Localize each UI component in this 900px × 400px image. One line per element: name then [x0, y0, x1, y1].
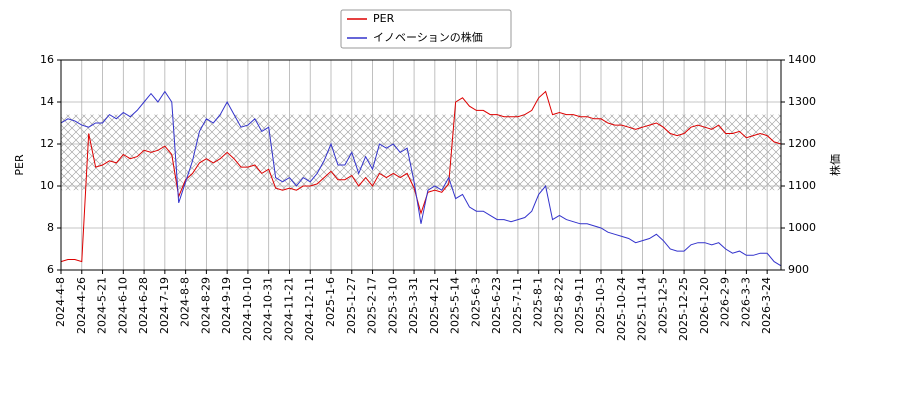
y2-tick-label: 1400	[788, 53, 816, 66]
x-tick-label: 2025-7-11	[511, 277, 524, 334]
x-tick-label: 2025-3-31	[407, 277, 420, 334]
x-tick-label: 2025-5-14	[449, 277, 462, 334]
x-tick-label: 2025-4-21	[428, 277, 441, 334]
plot-frame	[60, 59, 782, 271]
x-tick-label: 2025-2-17	[366, 277, 379, 334]
x-tick-label: 2024-5-21	[96, 277, 109, 334]
y-tick-label: 14	[40, 95, 54, 108]
x-tick-label: 2025-1-6	[324, 277, 337, 327]
x-tick-label: 2025-8-22	[552, 277, 565, 334]
x-tick-label: 2025-12-25	[677, 277, 690, 341]
x-tick-label: 2025-3-10	[386, 277, 399, 334]
x-tick-label: 2025-11-14	[636, 277, 649, 341]
x-tick-label: 2024-10-10	[241, 277, 254, 341]
legend-box	[340, 9, 512, 49]
x-tick-label: 2025-6-3	[469, 277, 482, 327]
x-tick-label: 2026-2-9	[719, 277, 732, 327]
x-tick-label: 2025-10-24	[615, 277, 628, 341]
x-tick-label: 2024-4-8	[54, 277, 67, 327]
x-tick-label: 2026-1-20	[698, 277, 711, 334]
x-tick-label: 2025-10-3	[594, 277, 607, 334]
x-tick-label: 2025-1-27	[345, 277, 358, 334]
x-tick-label: 2026-3-24	[760, 277, 773, 334]
y-tick-label: 6	[47, 263, 54, 276]
y2-tick-label: 1300	[788, 95, 816, 108]
y-axis-label: PER	[13, 154, 26, 176]
x-tick-label: 2024-6-28	[137, 277, 150, 334]
x-tick-label: 2024-11-21	[282, 277, 295, 341]
x-tick-label: 2024-10-31	[262, 277, 275, 341]
x-tick-label: 2024-7-19	[158, 277, 171, 334]
x-tick-label: 2024-4-26	[75, 277, 88, 334]
x-tick-label: 2025-12-5	[656, 277, 669, 334]
legend-label: PER	[373, 12, 395, 25]
x-tick-label: 2025-6-23	[490, 277, 503, 334]
x-tick-label: 2024-9-19	[220, 277, 233, 334]
y-tick-label: 8	[47, 221, 54, 234]
x-tick-label: 2024-12-11	[303, 277, 316, 341]
series-line	[60, 90, 782, 263]
y2-tick-label: 900	[788, 263, 809, 276]
y2-tick-label: 1200	[788, 137, 816, 150]
x-tick-label: 2026-3-3	[739, 277, 752, 327]
series-line	[60, 90, 782, 267]
y2-tick-label: 1000	[788, 221, 816, 234]
legend-label: イノベーションの株価	[373, 30, 483, 44]
x-tick-label: 2024-8-8	[179, 277, 192, 327]
x-tick-label: 2025-9-11	[573, 277, 586, 334]
y-tick-label: 12	[40, 137, 54, 150]
y2-tick-label: 1100	[788, 179, 816, 192]
shaded-range	[61, 114, 781, 191]
y-tick-label: 10	[40, 179, 54, 192]
y2-axis-label: 株価	[828, 154, 842, 176]
x-tick-label: 2024-8-29	[199, 277, 212, 334]
y-tick-label: 16	[40, 53, 54, 66]
x-tick-label: 2024-6-10	[116, 277, 129, 334]
x-tick-label: 2025-8-1	[532, 277, 545, 327]
